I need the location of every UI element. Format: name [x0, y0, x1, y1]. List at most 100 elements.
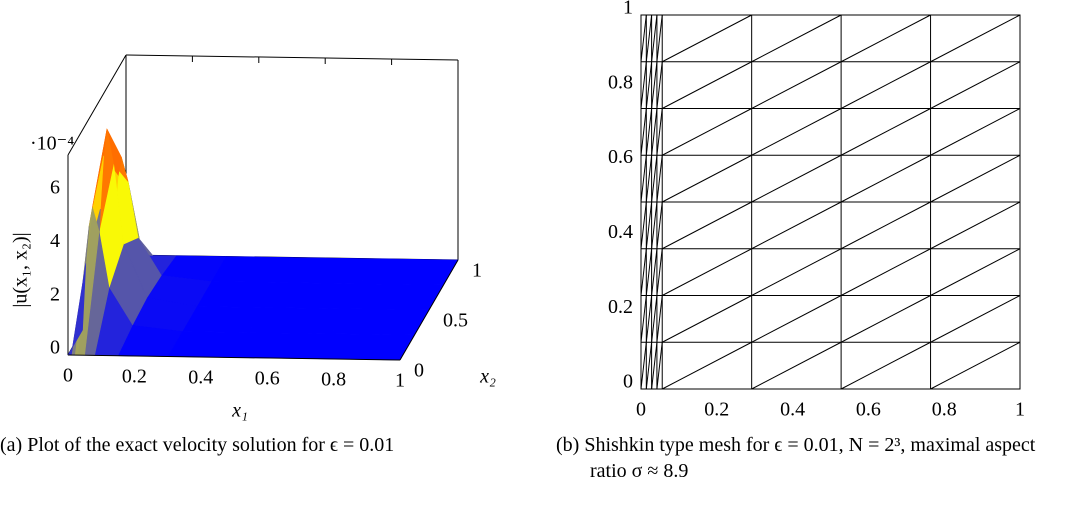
mesh-diagonal: [640, 201, 647, 249]
mesh-diagonal: [661, 295, 752, 343]
mesh-diagonal: [930, 248, 1021, 296]
mesh-diagonal: [645, 201, 653, 249]
z-scale-label: ·10⁻⁴: [30, 133, 74, 155]
mesh-diagonal: [640, 155, 647, 203]
mesh-diagonal: [840, 248, 931, 296]
mesh-diagonal: [751, 14, 842, 63]
mesh-diagonal: [930, 295, 1021, 343]
mesh-diagonal: [661, 14, 752, 63]
axis-box-line: [399, 259, 459, 361]
axis-box-line: [67, 54, 127, 156]
y-tick-label: 0.4: [608, 221, 633, 243]
mesh-diagonal: [661, 341, 752, 390]
mesh-diagonal: [751, 108, 842, 156]
mesh-diagonal: [840, 108, 931, 156]
y-tick-label: 0.5: [443, 310, 468, 332]
x-tick-label: 0.8: [932, 399, 957, 421]
x-tick-label: 0: [63, 365, 73, 387]
y-tick-label: 0: [623, 371, 633, 393]
mesh-diagonal: [656, 108, 663, 156]
axis-box-line: [125, 54, 459, 61]
mesh-diagonal: [840, 61, 931, 109]
caption-b: (b) Shishkin type mesh for ϵ = 0.01, N =…: [556, 434, 1036, 482]
z-tick-label: 6: [50, 177, 60, 199]
mesh-diagonal: [661, 108, 752, 156]
mesh-diagonal: [640, 342, 647, 390]
y-axis-label: x₂: [479, 366, 496, 388]
mesh-diagonal: [651, 14, 658, 62]
x-tick-label: 0.4: [188, 367, 213, 389]
x-tick-label: 0.6: [255, 368, 280, 390]
mesh-diagonal: [930, 341, 1021, 390]
y-tick-label: 0.6: [608, 146, 633, 168]
x-tick-label: 1: [395, 370, 405, 392]
mesh-diagonal: [651, 295, 658, 343]
surface-patch: [276, 257, 376, 285]
caption-a: (a) Plot of the exact velocity solution …: [0, 434, 395, 456]
mesh-diagonal: [645, 61, 653, 109]
mesh-diagonal: [656, 295, 663, 343]
mesh-diagonal: [656, 201, 663, 249]
plot-frame: [640, 14, 1021, 390]
surface-patch: [359, 258, 459, 286]
mesh-diagonal: [751, 248, 842, 296]
mesh-diagonal: [651, 201, 658, 249]
z-tick-label: 2: [50, 283, 60, 305]
mesh-diagonal: [645, 342, 653, 390]
x-tick-label: 0: [636, 399, 646, 421]
surface-patch: [316, 333, 416, 361]
mesh-diagonal: [840, 201, 931, 250]
x-axis-label: x₁: [231, 400, 248, 422]
mesh-diagonal: [661, 248, 752, 296]
mesh-diagonal: [645, 14, 653, 62]
mesh-diagonal: [645, 155, 653, 203]
mesh-diagonal: [645, 248, 653, 296]
mesh-diagonal: [645, 108, 653, 156]
mesh-diagonal: [656, 61, 663, 109]
y-tick-label: 1: [623, 0, 633, 19]
mesh-diagonal: [656, 155, 663, 203]
mesh-diagonal: [651, 248, 658, 296]
mesh-diagonal: [840, 14, 931, 63]
x-tick-label: 1: [1015, 399, 1025, 421]
mesh-diagonal: [840, 154, 931, 203]
x-tick-label: 0.2: [122, 366, 147, 388]
mesh-diagonal: [751, 201, 842, 250]
mesh-diagonal: [640, 61, 647, 109]
mesh-diagonal: [661, 61, 752, 109]
x-tick-label: 0.4: [780, 399, 805, 421]
surface-patch: [330, 308, 430, 336]
y-tick-label: 0.8: [608, 71, 633, 93]
mesh-diagonal: [661, 154, 752, 203]
z-tick-label: 4: [50, 230, 60, 252]
y-tick-label: 1: [472, 260, 482, 282]
axis-box-line: [67, 354, 401, 361]
mesh-diagonal: [651, 108, 658, 156]
mesh-diagonal: [640, 108, 647, 156]
mesh-diagonal: [640, 14, 647, 62]
mesh-diagonal: [640, 295, 647, 343]
mesh-diagonal: [930, 108, 1021, 156]
x-tick-label: 0.2: [704, 399, 729, 421]
mesh-diagonal: [656, 248, 663, 296]
surface-patch: [262, 282, 362, 310]
surface-patch: [233, 332, 333, 360]
y-tick-label: 0.2: [608, 296, 633, 318]
mesh-diagonal: [651, 342, 658, 390]
mesh-diagonal: [645, 295, 653, 343]
z-tick-label: 0: [50, 337, 60, 359]
surface-patch: [345, 283, 445, 311]
x-tick-label: 0.8: [321, 369, 346, 391]
mesh-diagonal: [840, 295, 931, 343]
mesh-diagonal: [930, 61, 1021, 109]
surface-patch: [247, 307, 347, 335]
mesh-diagonal: [930, 154, 1021, 203]
mesh-diagonal: [656, 14, 663, 62]
mesh-diagonal: [751, 341, 842, 390]
mesh-diagonal: [751, 61, 842, 109]
x-tick-label: 0.6: [856, 399, 881, 421]
y-tick-label: 0: [414, 360, 424, 382]
mesh-diagonal: [751, 295, 842, 343]
